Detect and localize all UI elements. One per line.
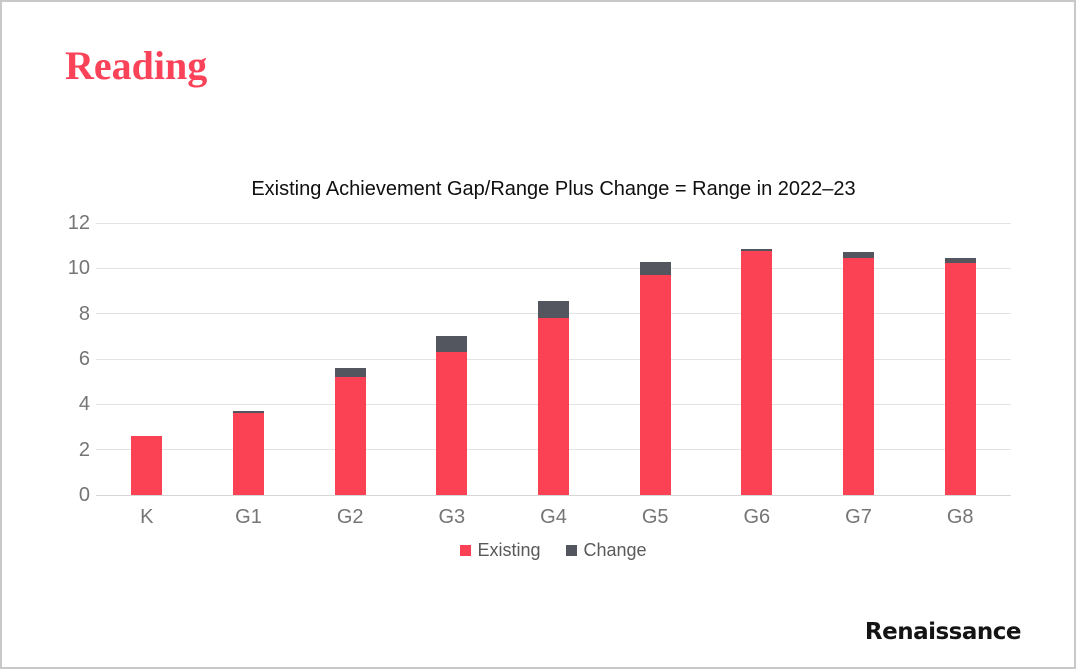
- bar-segment-change: [944, 258, 976, 263]
- bar-segment-change: [436, 336, 468, 353]
- bar-segment-existing: [944, 262, 976, 495]
- bar-column-g4: [503, 223, 605, 495]
- x-tick-label: G3: [438, 506, 466, 528]
- bar-segment-change: [537, 301, 569, 319]
- page-title: Reading: [65, 43, 208, 88]
- bar-column-g2: [299, 223, 401, 495]
- gridline: [96, 222, 1011, 224]
- bar-segment-existing: [436, 352, 468, 495]
- y-tick-label: 6: [78, 348, 90, 370]
- legend-swatch-existing: [460, 545, 472, 556]
- x-tick-label: G5: [641, 506, 669, 528]
- y-tick-label: 12: [67, 212, 90, 234]
- x-tick-label: K: [140, 506, 154, 528]
- bar-column-g8: [909, 223, 1011, 495]
- x-tick-label: G4: [540, 506, 567, 528]
- bar-column-k: [96, 223, 198, 495]
- gridline: [96, 494, 1011, 496]
- bar-stack: [436, 336, 468, 495]
- legend-item-change: Change: [566, 540, 647, 561]
- y-tick-label: 8: [78, 302, 90, 325]
- plot-area: K G1 G2 G3 G4 G5 G6 G7 G8: [96, 222, 1011, 528]
- bar-segment-change: [232, 411, 264, 414]
- bar-segment-change: [639, 261, 671, 276]
- legend-label: Existing: [477, 540, 541, 560]
- bar-segment-existing: [639, 275, 671, 495]
- bar-segment-change: [741, 249, 773, 252]
- bar-segment-existing: [537, 318, 569, 495]
- bar-segment-existing: [334, 377, 366, 495]
- y-tick-label: 10: [67, 257, 90, 280]
- bar-stack: [944, 258, 976, 495]
- gridline: [96, 267, 1011, 269]
- y-tick-label: 0: [78, 484, 90, 506]
- bar-stack: [639, 261, 671, 495]
- renaissance-logo: Renaissance: [864, 619, 1022, 645]
- bar-segment-change: [334, 368, 366, 378]
- bar-stack: [537, 301, 569, 495]
- bar-stack: [131, 436, 163, 495]
- bar-stack: [741, 249, 773, 495]
- x-tick-label: G6: [743, 506, 771, 528]
- bar-stack: [232, 411, 264, 495]
- bar-column-g1: [198, 223, 300, 495]
- bar-column-g5: [604, 223, 706, 495]
- bar-segment-existing: [232, 413, 264, 495]
- bar-segment-existing: [131, 436, 163, 495]
- legend-item-existing: Existing: [460, 540, 540, 561]
- chart-legend: Existing Change: [96, 540, 1011, 561]
- bar-segment-existing: [741, 251, 773, 495]
- x-tick-label: G1: [235, 506, 262, 528]
- chart-title: Existing Achievement Gap/Range Plus Chan…: [251, 178, 856, 200]
- bar-stack: [334, 368, 366, 495]
- bar-segment-change: [842, 252, 874, 259]
- x-tick-label: G7: [845, 506, 872, 528]
- y-tick-label: 4: [78, 393, 90, 416]
- bar-column-g7: [808, 223, 910, 495]
- bar-stack: [842, 252, 874, 495]
- bar-segment-existing: [842, 258, 874, 495]
- legend-label: Change: [583, 540, 647, 560]
- y-tick-label: 2: [78, 438, 90, 461]
- x-tick-label: G2: [336, 506, 364, 528]
- legend-swatch-change: [566, 545, 578, 556]
- bar-column-g6: [706, 223, 808, 495]
- x-tick-label: G8: [946, 506, 974, 528]
- bar-column-g3: [401, 223, 503, 495]
- y-axis: 0 2 4 6 8 10 12: [52, 213, 90, 505]
